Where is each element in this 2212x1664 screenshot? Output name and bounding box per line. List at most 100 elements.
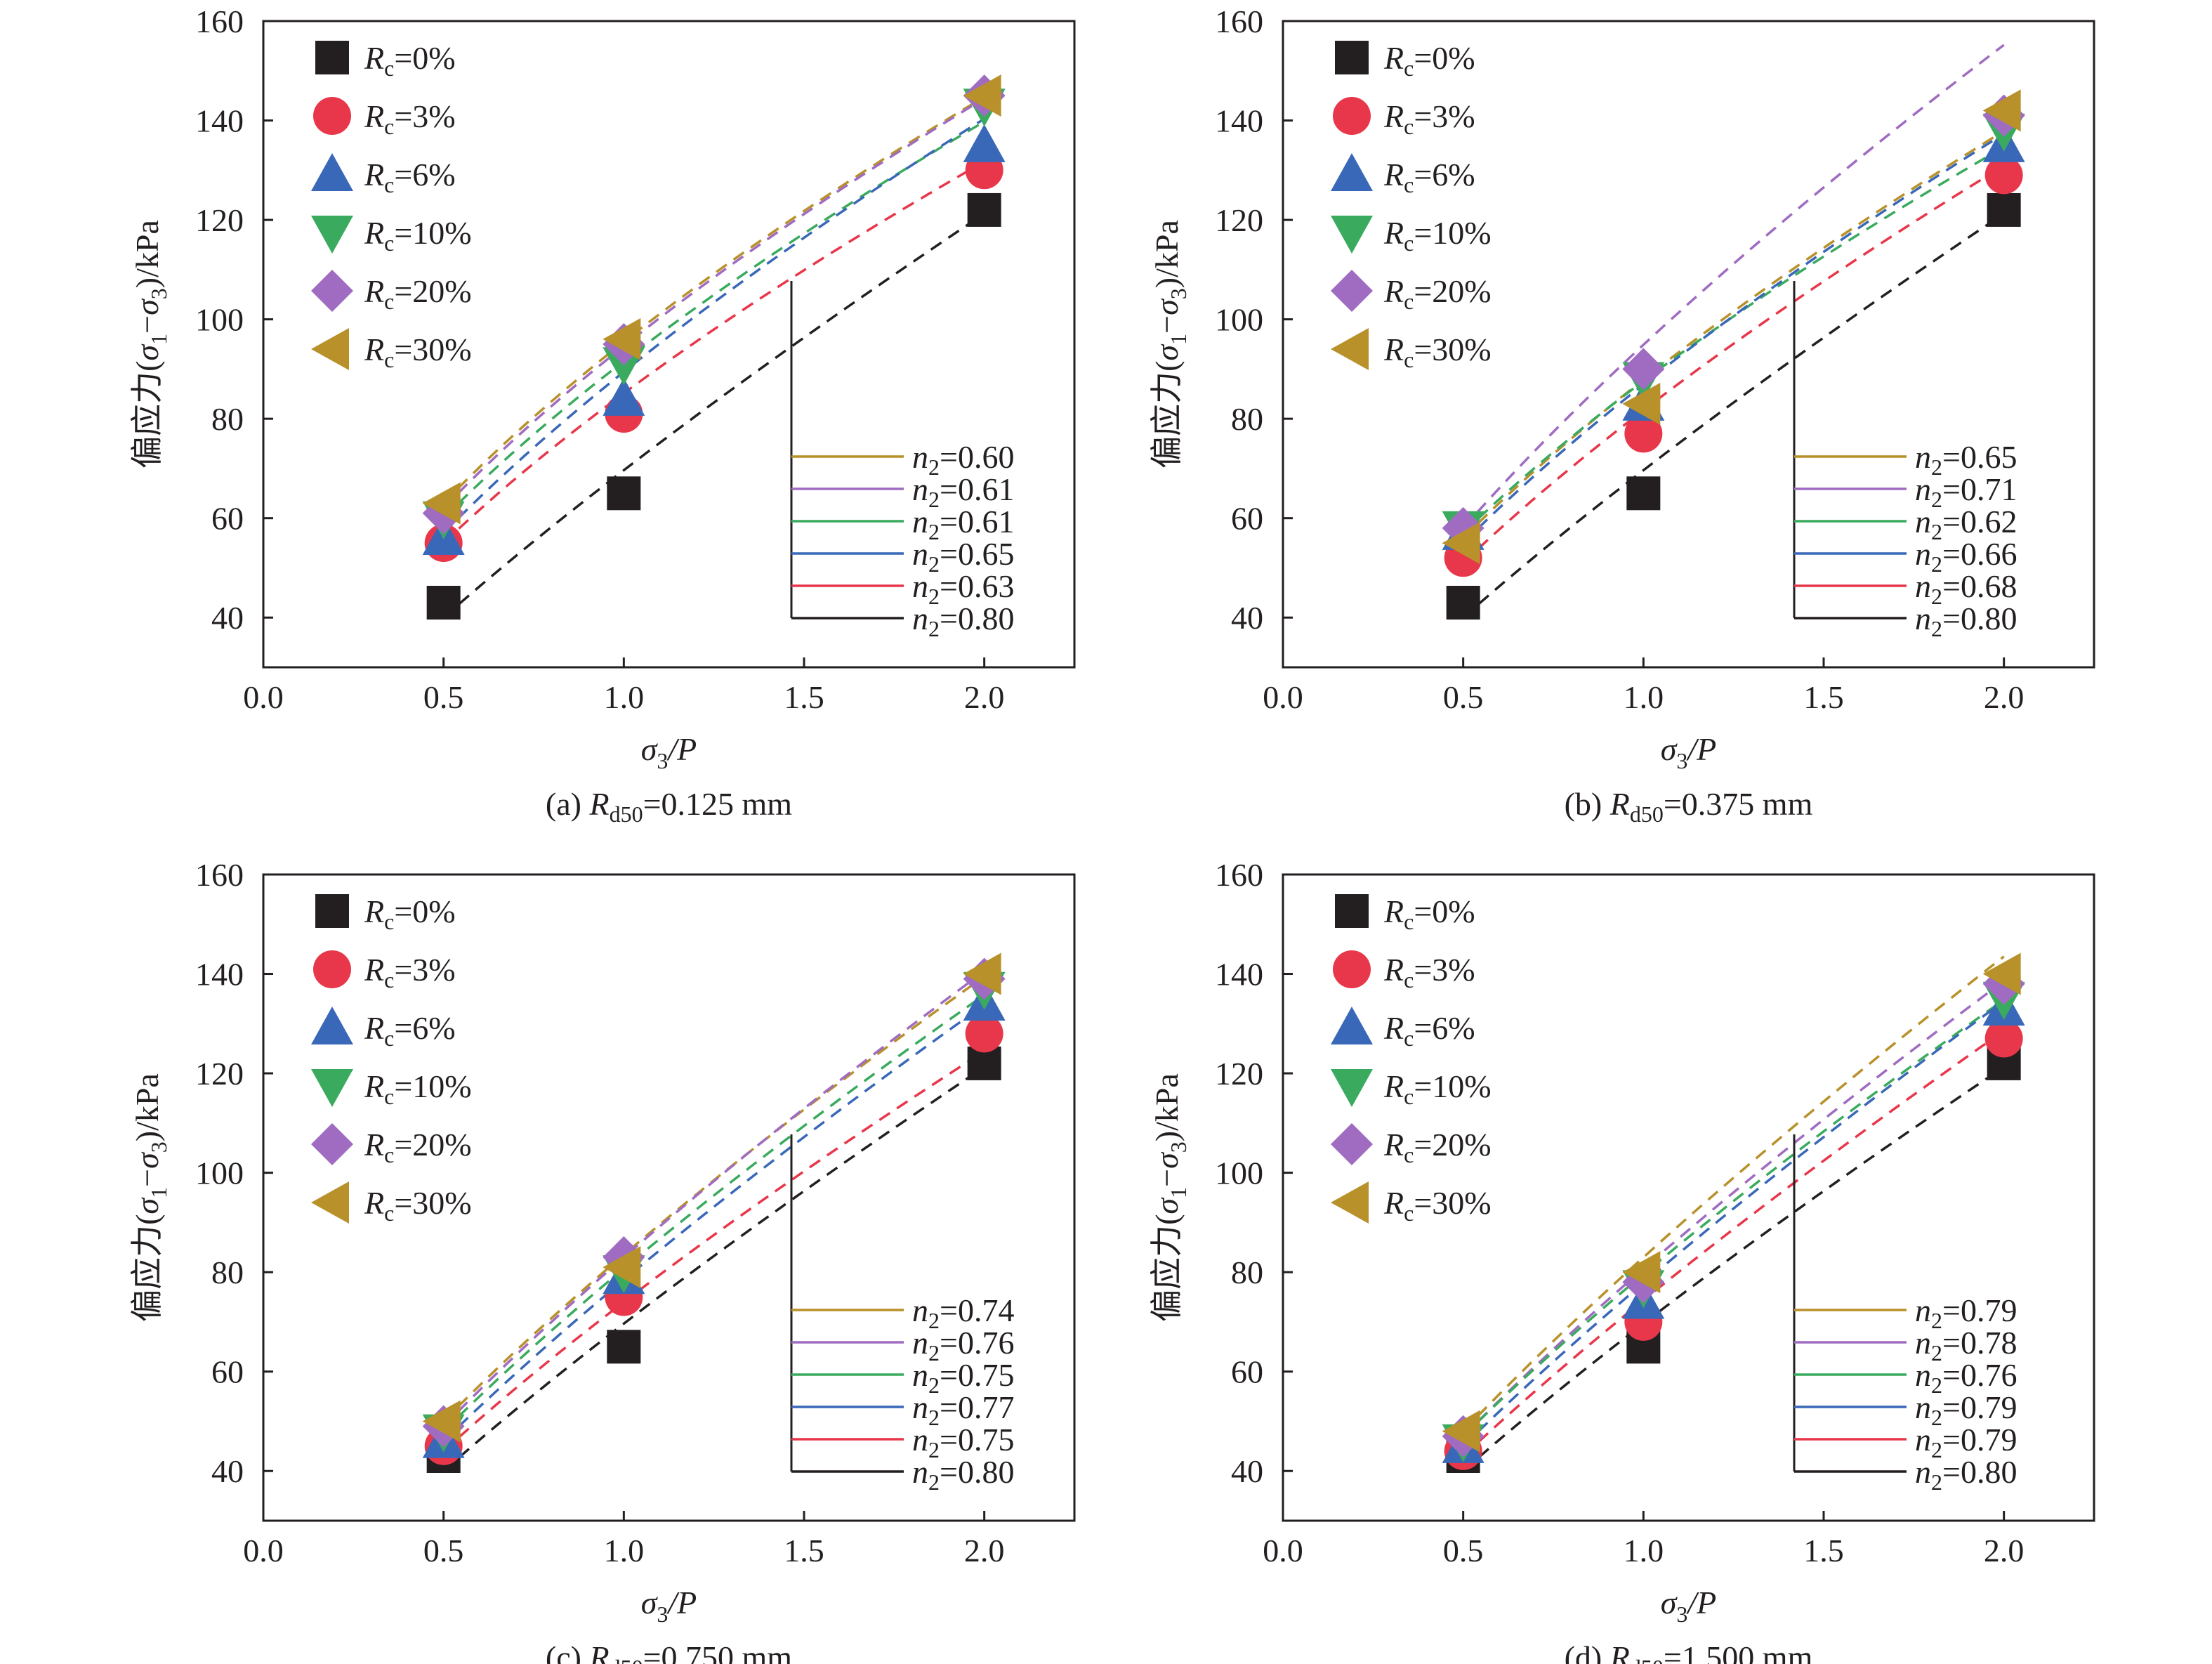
- y-axis-title: 偏应力(σ1−σ3)/kPa: [1149, 1073, 1191, 1322]
- x-axis-title: σ3/P: [641, 1585, 697, 1627]
- y-tick-label: 140: [195, 103, 244, 139]
- legend-marker-2: [1333, 97, 1371, 135]
- legend-entry: Rc=0%: [364, 893, 456, 934]
- y-tick-label: 160: [195, 4, 244, 39]
- y-tick-label: 160: [195, 857, 244, 893]
- legend-marker-3: [1331, 1007, 1373, 1044]
- fit-curve-3: [1462, 145, 2005, 535]
- fit-curve-3: [1462, 998, 2005, 1437]
- x-tick-label: 1.5: [784, 679, 824, 715]
- data-point-series-1: [1626, 476, 1661, 511]
- legend-entry: Rc=6%: [364, 157, 456, 197]
- legend-entry: Rc=30%: [1383, 332, 1492, 372]
- data-point-series-1: [426, 586, 461, 620]
- y-axis-title: 偏应力(σ1−σ3)/kPa: [129, 1073, 171, 1322]
- x-tick-label: 1.0: [1624, 679, 1664, 715]
- legend-marker-6: [311, 1181, 349, 1224]
- legend-marker-6: [1331, 1181, 1369, 1224]
- fit-legend-label: n2=0.61: [912, 471, 1014, 512]
- chart-panel-1: 0.0 0.5 1.0 1.5 2.0 40 60 80 100 120 140 160 σ3/P 偏应力…: [129, 4, 1076, 827]
- legend-entry: Rc=10%: [1383, 1068, 1492, 1109]
- legend-entry: Rc=30%: [364, 332, 472, 372]
- fit-curve-1: [1462, 130, 2005, 539]
- legend-marker-6: [311, 328, 349, 370]
- y-tick-label: 160: [1215, 4, 1263, 39]
- fit-legend-label: n2=0.65: [1915, 439, 2017, 480]
- fit-curve-2: [1462, 980, 2005, 1437]
- y-axis-title: 偏应力(σ1−σ3)/kPa: [1149, 220, 1191, 469]
- data-point-series-1: [1987, 192, 2021, 227]
- fit-curve-2: [442, 97, 985, 509]
- legend-entry: Rc=6%: [364, 1010, 456, 1051]
- plot-frame: [262, 873, 1076, 1522]
- fit-legend-label: n2=0.76: [1915, 1357, 2017, 1398]
- legend-entry: Rc=3%: [1383, 952, 1475, 992]
- fit-legend-label: n2=0.80: [912, 601, 1014, 641]
- legend-marker-3: [311, 1007, 353, 1044]
- data-point-series-1: [607, 476, 641, 511]
- x-tick-label: 0.5: [1443, 679, 1484, 715]
- x-tick-label: 2.0: [964, 679, 1005, 715]
- panel-caption: (b) Rd50=0.375 mm: [1565, 786, 1813, 827]
- y-tick-label: 120: [195, 1056, 244, 1092]
- fit-legend-label: n2=0.79: [1915, 1292, 2017, 1333]
- legend-marker-2: [313, 950, 351, 988]
- x-tick-label: 0.0: [243, 1533, 284, 1568]
- fit-curve-3: [442, 120, 985, 519]
- fit-curve-5: [442, 160, 985, 544]
- x-tick-label: 2.0: [1984, 1533, 2025, 1568]
- fit-legend-label: n2=0.60: [912, 439, 1014, 480]
- legend-entry: Rc=30%: [364, 1185, 472, 1226]
- fit-legend-label: n2=0.80: [912, 1454, 1014, 1495]
- data-point-series-1: [1446, 586, 1480, 620]
- legend-marker-4: [311, 1069, 353, 1107]
- fit-legend-label: n2=0.66: [1915, 536, 2017, 577]
- data-point-series-6: [1442, 1410, 1480, 1453]
- fit-legend-label: n2=0.79: [1915, 1422, 2017, 1462]
- legend-marker-6: [1331, 328, 1369, 370]
- fit-curve-2: [1462, 44, 2005, 529]
- legend-marker-1: [1335, 894, 1369, 928]
- chart-panel-2: 0.0 0.5 1.0 1.5 2.0 40 60 80 100 120 140 160 σ3/P 偏应力…: [1149, 4, 2095, 827]
- fit-legend-label: n2=0.76: [912, 1325, 1014, 1365]
- fit-curve-4: [442, 117, 985, 535]
- fit-legend-label: n2=0.78: [1915, 1325, 2017, 1365]
- legend-marker-2: [1333, 950, 1371, 988]
- y-tick-label: 40: [211, 600, 244, 636]
- data-point-series-6: [1442, 522, 1480, 565]
- fit-curve-6: [442, 1066, 985, 1472]
- fit-legend-label: n2=0.65: [912, 536, 1014, 577]
- x-tick-label: 2.0: [964, 1533, 1005, 1568]
- legend-marker-1: [315, 41, 349, 74]
- legend-marker-1: [315, 894, 349, 928]
- data-point-series-6: [963, 952, 1001, 995]
- x-tick-label: 2.0: [1984, 679, 2025, 715]
- y-tick-label: 100: [195, 302, 244, 338]
- fit-legend-label: n2=0.79: [1915, 1389, 2017, 1430]
- x-tick-label: 0.0: [1263, 679, 1303, 715]
- y-tick-label: 40: [1231, 1453, 1263, 1489]
- x-tick-label: 0.5: [423, 679, 464, 715]
- fit-curve-4: [1462, 1000, 2005, 1448]
- legend-entry: Rc=10%: [364, 1068, 472, 1109]
- chart-panel-4: 0.0 0.5 1.0 1.5 2.0 40 60 80 100 120 140 160 σ3/P 偏应力…: [1149, 857, 2095, 1664]
- y-tick-label: 120: [195, 202, 244, 238]
- data-point-series-6: [963, 74, 1001, 117]
- legend-marker-4: [1331, 216, 1373, 254]
- x-tick-label: 1.5: [1803, 1533, 1844, 1568]
- y-tick-label: 140: [195, 957, 244, 992]
- legend-marker-4: [1331, 1069, 1373, 1107]
- legend-entry: Rc=20%: [1383, 1127, 1492, 1167]
- y-tick-label: 140: [1215, 103, 1263, 139]
- y-tick-label: 100: [195, 1155, 244, 1191]
- y-tick-label: 60: [211, 501, 244, 537]
- x-axis-title: σ3/P: [1661, 1585, 1717, 1627]
- fit-legend-label: n2=0.71: [1915, 471, 2017, 512]
- data-point-series-2: [1984, 156, 2023, 195]
- fit-curve-5: [1462, 1030, 2005, 1457]
- plot-frame: [262, 20, 1076, 669]
- legend-entry: Rc=10%: [1383, 215, 1492, 256]
- fit-curve-1: [442, 96, 985, 504]
- y-tick-label: 80: [1231, 1254, 1263, 1290]
- data-point-series-1: [967, 192, 1001, 227]
